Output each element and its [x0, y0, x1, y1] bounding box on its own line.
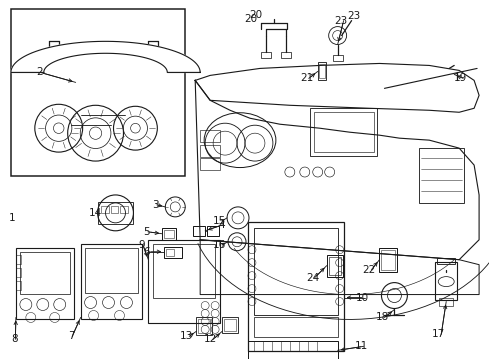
Polygon shape — [195, 63, 479, 112]
Bar — [318, 62, 326, 80]
Bar — [254, 228, 338, 315]
Text: 23: 23 — [335, 15, 348, 26]
Bar — [379, 248, 397, 272]
Bar — [200, 130, 220, 142]
Bar — [310, 108, 377, 156]
Text: 19: 19 — [454, 73, 467, 84]
Bar — [224, 319, 236, 332]
Bar — [98, 202, 133, 224]
Bar — [200, 158, 220, 170]
Text: 21: 21 — [300, 73, 313, 84]
Text: 15: 15 — [213, 216, 226, 226]
Bar — [333, 55, 343, 62]
Bar — [327, 255, 343, 276]
Bar — [148, 240, 220, 323]
Text: 11: 11 — [355, 341, 368, 351]
Bar — [162, 228, 176, 240]
Text: 14: 14 — [89, 208, 102, 218]
Bar — [198, 319, 210, 333]
Bar — [437, 258, 455, 264]
Bar — [16, 280, 21, 289]
Text: 18: 18 — [375, 312, 389, 323]
Bar — [20, 252, 70, 293]
Bar — [164, 247, 182, 258]
Text: 1: 1 — [9, 213, 16, 223]
Text: 20: 20 — [244, 14, 257, 24]
Bar — [419, 148, 464, 203]
Text: 22: 22 — [363, 265, 376, 275]
Bar — [11, 9, 185, 176]
Text: 23: 23 — [347, 11, 361, 21]
Bar — [193, 226, 205, 236]
Bar — [382, 250, 395, 270]
Bar — [16, 268, 21, 276]
Text: 8: 8 — [11, 334, 18, 345]
Text: 7: 7 — [68, 332, 74, 341]
Text: 13: 13 — [180, 332, 194, 341]
Bar — [121, 206, 128, 213]
Bar — [16, 255, 21, 264]
Text: 4: 4 — [218, 220, 225, 230]
Bar — [85, 248, 138, 293]
Bar — [248, 341, 338, 359]
Bar — [166, 249, 174, 256]
Bar — [281, 53, 291, 58]
Text: 9: 9 — [138, 240, 145, 250]
Text: 10: 10 — [356, 293, 368, 302]
Bar — [164, 230, 174, 238]
Bar — [200, 145, 220, 157]
Bar — [207, 226, 219, 236]
Text: 2: 2 — [36, 67, 43, 77]
Text: 12: 12 — [204, 334, 218, 345]
Polygon shape — [11, 41, 200, 72]
Polygon shape — [200, 240, 479, 294]
Bar — [81, 244, 143, 319]
Polygon shape — [195, 80, 479, 260]
Bar — [329, 257, 341, 275]
Bar — [248, 222, 343, 351]
Bar — [100, 206, 108, 213]
Bar — [16, 248, 74, 319]
Text: 16: 16 — [213, 240, 226, 250]
Bar — [314, 112, 373, 152]
Text: 3: 3 — [152, 200, 159, 210]
Bar — [153, 244, 215, 298]
Text: 6: 6 — [144, 247, 150, 257]
Bar — [222, 318, 238, 333]
Bar — [111, 206, 119, 213]
Bar — [318, 64, 325, 78]
Text: 5: 5 — [144, 227, 150, 237]
Bar — [439, 298, 453, 306]
Bar — [261, 53, 271, 58]
Text: 24: 24 — [306, 273, 319, 283]
Text: 17: 17 — [432, 329, 445, 339]
Bar — [435, 262, 457, 300]
Bar — [196, 318, 212, 336]
Bar — [254, 318, 338, 337]
Text: 20: 20 — [249, 10, 263, 20]
